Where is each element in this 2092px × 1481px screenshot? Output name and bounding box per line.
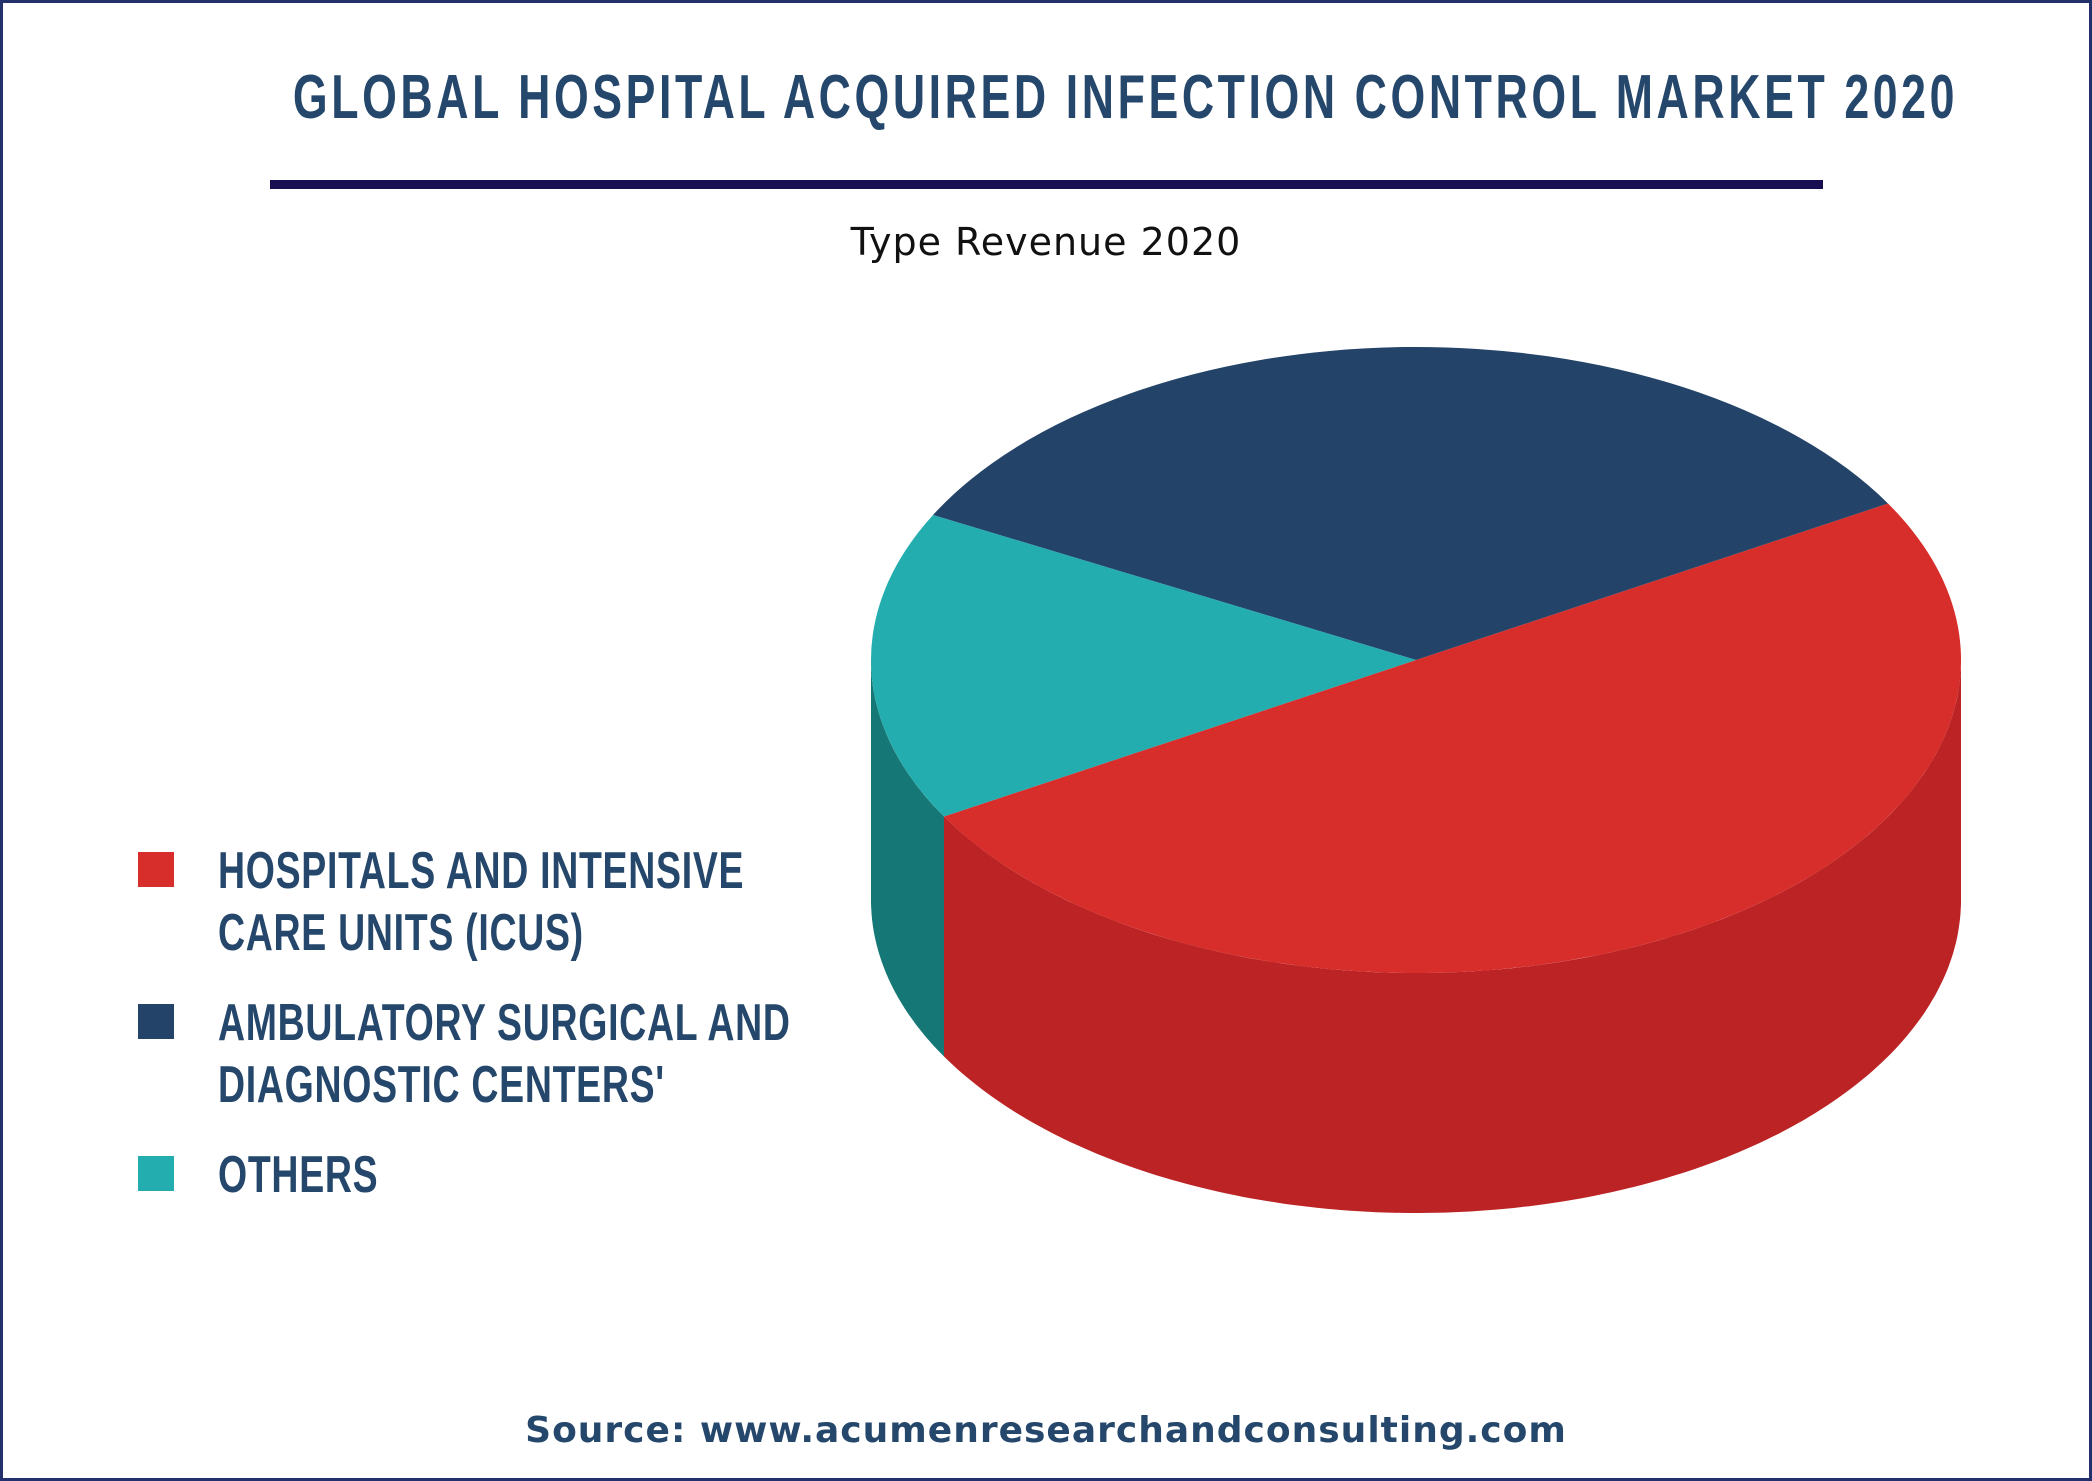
pie-slice-0 <box>944 503 1962 974</box>
pie-slice-2 <box>870 515 1416 817</box>
title-divider <box>270 180 1823 189</box>
chart-subtitle: Type Revenue 2020 <box>850 220 1242 264</box>
source-citation: Source: www.acumenresearchandconsulting.… <box>525 1410 1567 1451</box>
pie-slice-1 <box>933 346 1888 660</box>
legend-swatch-hospitals <box>138 852 174 887</box>
pie-top <box>870 346 1962 974</box>
legend-label-others: OTHERS <box>218 1146 379 1204</box>
chart-title: GLOBAL HOSPITAL ACQUIRED INFECTION CONTR… <box>292 63 1959 132</box>
legend-swatch-others <box>138 1156 174 1191</box>
legend-label-ambulatory: AMBULATORY SURGICAL AND DIAGNOSTIC CENTE… <box>218 994 791 1114</box>
legend-swatch-ambulatory <box>138 1004 174 1039</box>
pie-side-0 <box>944 663 1961 1213</box>
pie-side-2 <box>871 660 944 1057</box>
pie-side-walls <box>871 660 1961 1213</box>
legend-label-hospitals: HOSPITALS AND INTENSIVE CARE UNITS (ICUS… <box>218 842 745 962</box>
